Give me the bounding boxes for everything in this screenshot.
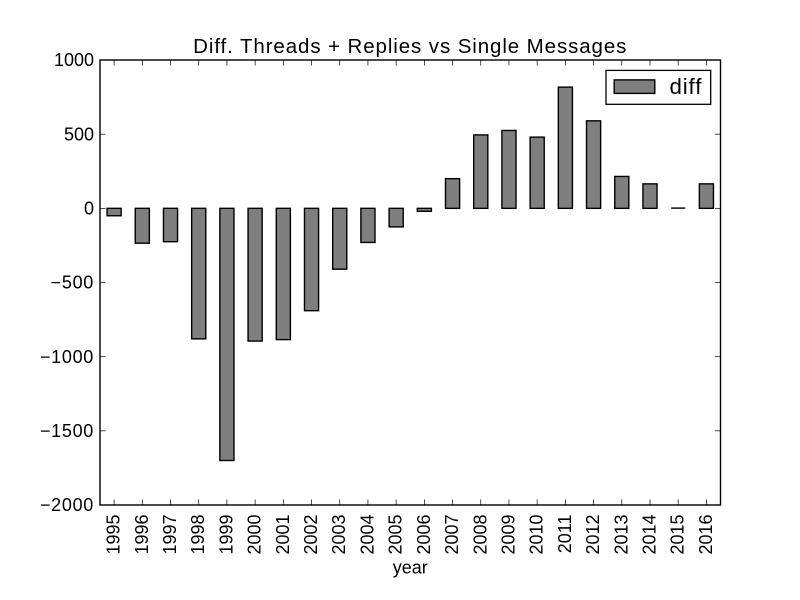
svg-text:2016: 2016 bbox=[696, 515, 716, 555]
svg-text:1998: 1998 bbox=[188, 515, 208, 555]
svg-text:500: 500 bbox=[64, 124, 94, 144]
svg-text:2003: 2003 bbox=[329, 515, 349, 555]
svg-text:1997: 1997 bbox=[160, 515, 180, 555]
svg-text:0: 0 bbox=[84, 199, 94, 219]
svg-text:2004: 2004 bbox=[357, 515, 377, 555]
svg-text:2009: 2009 bbox=[498, 515, 518, 555]
svg-text:year: year bbox=[393, 558, 428, 578]
svg-text:−1500: −1500 bbox=[40, 421, 94, 441]
svg-text:2008: 2008 bbox=[470, 515, 490, 555]
svg-text:1995: 1995 bbox=[104, 515, 124, 555]
svg-text:2010: 2010 bbox=[527, 515, 547, 555]
svg-text:2012: 2012 bbox=[583, 515, 603, 555]
svg-text:2005: 2005 bbox=[386, 515, 406, 555]
svg-text:2002: 2002 bbox=[301, 515, 321, 555]
svg-text:−500: −500 bbox=[51, 273, 94, 293]
svg-text:2014: 2014 bbox=[639, 515, 659, 555]
svg-text:2001: 2001 bbox=[273, 515, 293, 555]
svg-text:2000: 2000 bbox=[245, 515, 265, 555]
svg-text:2006: 2006 bbox=[414, 515, 434, 555]
svg-text:1996: 1996 bbox=[132, 515, 152, 555]
svg-text:diff: diff bbox=[670, 74, 703, 99]
svg-text:−2000: −2000 bbox=[40, 495, 94, 515]
svg-text:1999: 1999 bbox=[216, 515, 236, 555]
svg-text:2011: 2011 bbox=[555, 515, 575, 554]
svg-text:−1000: −1000 bbox=[40, 347, 94, 367]
svg-text:Diff. Threads + Replies vs Sin: Diff. Threads + Replies vs Single Messag… bbox=[193, 35, 627, 58]
svg-text:2007: 2007 bbox=[442, 515, 462, 555]
svg-text:2013: 2013 bbox=[611, 515, 631, 555]
svg-text:2015: 2015 bbox=[668, 515, 688, 555]
svg-text:1000: 1000 bbox=[54, 50, 94, 70]
